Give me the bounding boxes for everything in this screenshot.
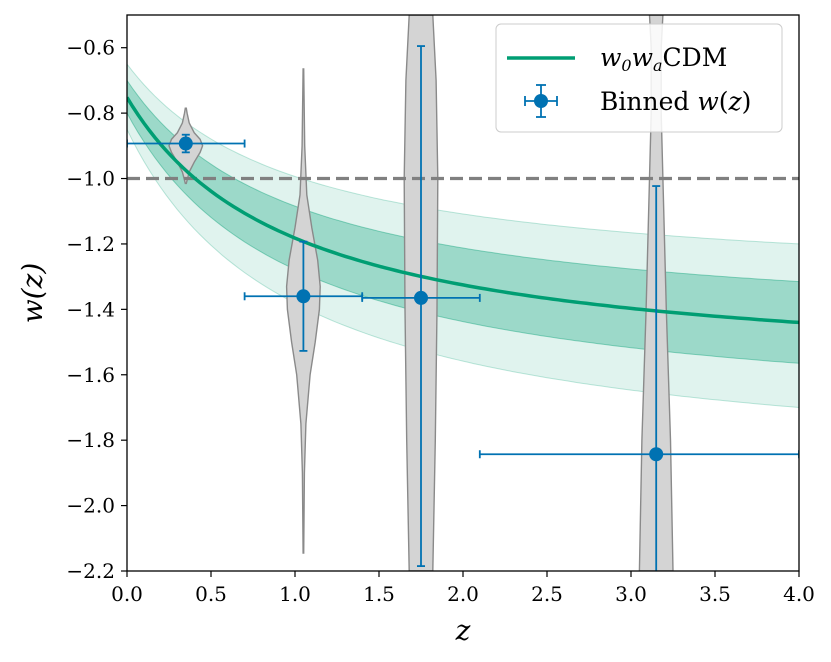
x-tick-label: 2.5: [531, 582, 563, 606]
y-tick-label: −1.8: [66, 428, 115, 452]
x-tick-label: 0.0: [111, 582, 143, 606]
y-tick-label: −1.0: [66, 167, 115, 191]
y-tick-label: −2.2: [66, 559, 115, 583]
y-tick-label: −1.2: [66, 232, 115, 256]
x-tick-label: 3.5: [699, 582, 731, 606]
x-tick-label: 4.0: [783, 582, 815, 606]
point-marker: [296, 289, 311, 304]
point-marker: [649, 447, 664, 462]
y-tick-label: −1.6: [66, 363, 115, 387]
y-tick-label: −0.6: [66, 36, 115, 60]
y-axis: −2.2 −2.0 −1.8 −1.6 −1.4 −1.2 −1.0 −0.8 −0.6: [66, 36, 127, 583]
model-curve-group: [127, 96, 799, 325]
x-tick-label: 0.5: [195, 582, 227, 606]
legend-label-binned: Binned w(z): [600, 87, 751, 116]
legend: w0waCDM Binned w(z): [495, 23, 783, 133]
x-axis-label: z: [455, 614, 471, 647]
y-axis-label: w(z): [16, 263, 49, 324]
binned-points: [127, 45, 799, 571]
confidence-bands: [127, 63, 799, 409]
legend-errorbar-swatch: [524, 84, 558, 118]
y-tick-label: −2.0: [66, 494, 115, 518]
x-tick-label: 2.0: [447, 582, 479, 606]
binned-point: [478, 185, 799, 571]
y-tick-label: −1.4: [66, 297, 115, 321]
band-1sigma: [127, 79, 799, 364]
binned-point: [127, 133, 246, 154]
band-2sigma: [127, 63, 799, 409]
x-axis: 0.0 0.5 1.0 1.5 2.0 2.5 3.0 3.5 4.0: [111, 571, 815, 606]
binned-point: [243, 240, 364, 352]
w0wa-curve: [127, 96, 799, 325]
legend-label-w0wacdm: w0waCDM: [600, 43, 727, 75]
point-marker: [178, 136, 193, 151]
binned-point: [361, 45, 481, 567]
x-tick-label: 3.0: [615, 582, 647, 606]
legend-box: [495, 23, 783, 133]
x-tick-label: 1.5: [363, 582, 395, 606]
x-tick-label: 1.0: [279, 582, 311, 606]
y-tick-label: −0.8: [66, 101, 115, 125]
point-marker: [414, 290, 428, 305]
